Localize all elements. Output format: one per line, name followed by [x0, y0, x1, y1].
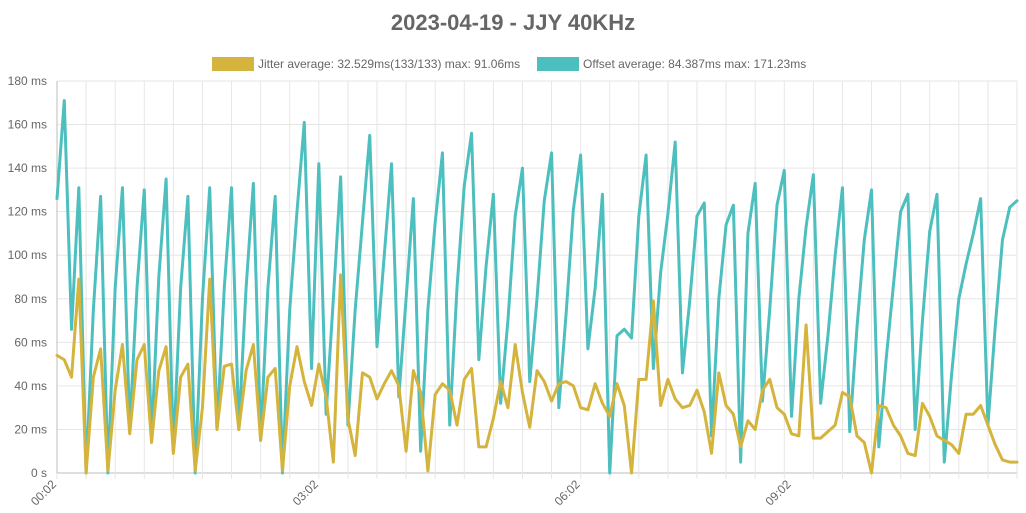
y-tick-label: 140 ms: [8, 161, 47, 175]
y-tick-label: 160 ms: [8, 118, 47, 132]
y-tick-label: 120 ms: [8, 205, 47, 219]
x-tick-label: 06:02: [552, 477, 583, 508]
y-axis: 0 s 20 ms 40 ms 60 ms 80 ms 100 ms 120 ms 140 m…: [8, 74, 47, 480]
legend[interactable]: Jitter average: 32.529ms(133/133) max: 9…: [212, 57, 806, 71]
chart-title: 2023-04-19 - JJY 40KHz: [391, 10, 635, 35]
y-tick-label: 40 ms: [14, 379, 47, 393]
legend-swatch-jitter[interactable]: [212, 57, 254, 71]
y-tick-label: 60 ms: [14, 335, 47, 349]
y-tick-label: 20 ms: [14, 422, 47, 436]
x-tick-label: 03:02: [290, 477, 321, 508]
series-line-jitter: [55, 273, 1019, 475]
x-tick-label: 00:02: [28, 477, 59, 508]
x-tick-label: 09:02: [763, 477, 794, 508]
y-tick-label: 180 ms: [8, 74, 47, 88]
x-axis: 00:02 03:02 06:02 09:02: [28, 477, 794, 508]
y-tick-label: 80 ms: [14, 292, 47, 306]
legend-label-offset[interactable]: Offset average: 84.387ms max: 171.23ms: [583, 57, 806, 71]
y-tick-label: 100 ms: [8, 248, 47, 262]
legend-label-jitter[interactable]: Jitter average: 32.529ms(133/133) max: 9…: [258, 57, 520, 71]
legend-swatch-offset[interactable]: [537, 57, 579, 71]
y-tick-label: 0 s: [31, 466, 47, 480]
plot-area: [55, 99, 1019, 475]
